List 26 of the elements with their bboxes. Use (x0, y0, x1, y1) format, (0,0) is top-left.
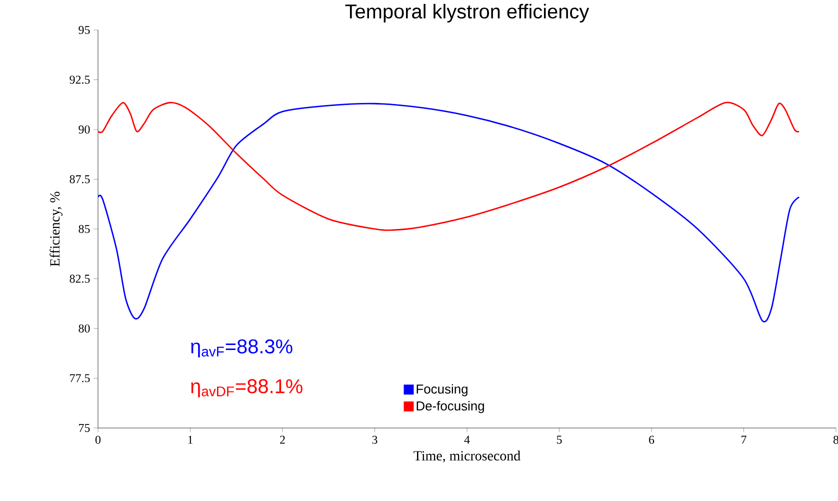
y-tick-label: 77.5 (70, 374, 90, 382)
legend-label: De-focusing (416, 400, 484, 414)
y-tick-label: 90 (78, 125, 90, 134)
x-tick-label: 2 (280, 436, 285, 444)
y-tick-label: 92.5 (70, 76, 90, 84)
y-tick-label: 80 (78, 324, 90, 333)
line-series (98, 102, 800, 231)
y-axis-title: Efficiency, % (50, 192, 62, 266)
line-series (98, 102, 800, 322)
y-tick-label: 82.5 (70, 274, 90, 283)
y-tick-label: 95 (78, 26, 90, 34)
x-tick-label: 4 (464, 436, 470, 444)
x-tick-label: 5 (556, 436, 562, 444)
annotation: η$_{avF}$=88.3% (191, 339, 292, 358)
annotation: η$_{avDF}$=88.1% (191, 379, 302, 398)
x-tick-label: 6 (649, 436, 654, 444)
x-axis-title: Time, microsecond (414, 450, 520, 462)
x-tick-label: 1 (188, 436, 193, 444)
x-tick-label: 0 (95, 436, 101, 444)
chart-title: Temporal klystron efficiency (345, 4, 590, 22)
x-tick-label: 7 (742, 436, 746, 444)
legend-label: Focusing (416, 384, 468, 396)
x-tick-label: 3 (372, 436, 378, 444)
y-tick-label: 87.5 (70, 175, 90, 184)
y-tick-label: 75 (79, 424, 90, 432)
y-tick-label: 85 (78, 224, 90, 234)
